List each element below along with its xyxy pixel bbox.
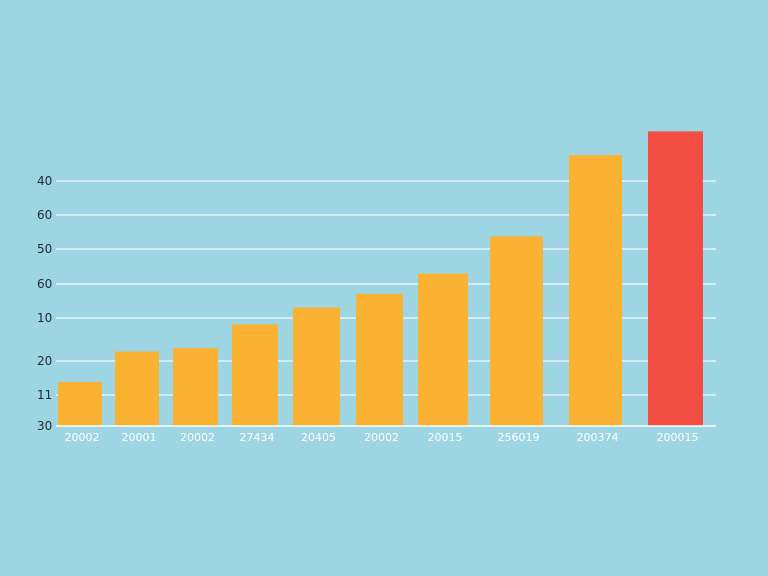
x-axis-category-labels: 20002 20001 20002 27434 20405 20002 20015 25601… — [65, 431, 699, 444]
x-category-label: 256019 — [498, 431, 540, 444]
x-category-label: 200374 — [577, 431, 619, 444]
bar — [356, 293, 403, 426]
y-tick-label: 40 — [37, 174, 52, 188]
x-category-label: 20001 — [122, 431, 157, 444]
bar — [490, 236, 543, 426]
y-tick-label: 60 — [37, 277, 52, 291]
bars — [58, 131, 703, 427]
x-category-label: 20405 — [301, 431, 336, 444]
bar — [115, 351, 159, 426]
x-category-label: 20002 — [180, 431, 215, 444]
x-category-label: 200015 — [657, 431, 699, 444]
y-axis-tick-labels: 40 60 50 60 10 20 11 30 — [37, 174, 52, 433]
y-tick-label: 20 — [37, 354, 52, 368]
bar — [293, 307, 340, 426]
x-category-label: 20015 — [428, 431, 463, 444]
bar — [569, 155, 622, 426]
x-category-label: 20002 — [65, 431, 100, 444]
y-tick-label: 60 — [37, 208, 52, 222]
bar-highlighted — [648, 131, 703, 427]
x-category-label: 20002 — [364, 431, 399, 444]
bar — [418, 273, 468, 426]
x-category-label: 27434 — [240, 431, 275, 444]
y-tick-label: 30 — [37, 419, 52, 433]
y-tick-label: 10 — [37, 311, 52, 325]
bar — [173, 348, 218, 426]
bar — [232, 324, 278, 426]
y-tick-label: 50 — [37, 242, 52, 256]
bar — [58, 381, 102, 426]
y-tick-label: 11 — [37, 388, 52, 402]
